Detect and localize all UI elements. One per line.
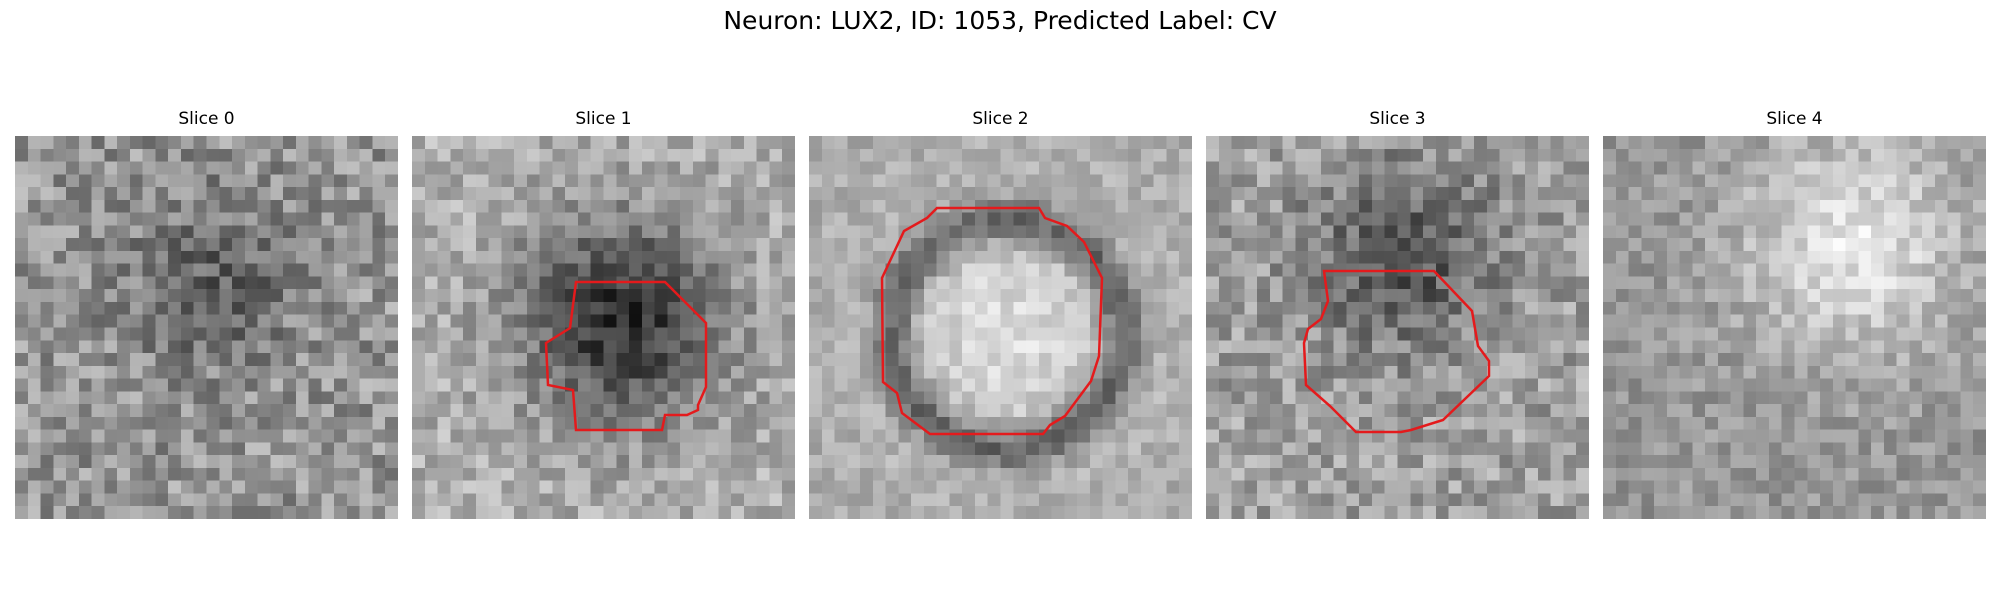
slice-panel-0: Slice 0 [15, 108, 398, 519]
slice-image-pixels [1603, 136, 1986, 519]
slice-image [1603, 136, 1986, 519]
slice-image [15, 136, 398, 519]
slice-panel-1: Slice 1 [412, 108, 795, 519]
slice-title: Slice 2 [972, 109, 1029, 129]
slice-panel-2: Slice 2 [809, 108, 1192, 519]
figure-title: Neuron: LUX2, ID: 1053, Predicted Label:… [723, 6, 1277, 35]
slice-title: Slice 1 [575, 109, 632, 129]
slice-image-pixels [15, 136, 398, 519]
slice-image [412, 136, 795, 519]
slice-panel-3: Slice 3 [1206, 108, 1589, 519]
slice-image-pixels [412, 136, 795, 519]
slice-title: Slice 4 [1766, 109, 1823, 129]
slice-title: Slice 3 [1369, 109, 1426, 129]
segmentation-contour [880, 206, 1104, 436]
slice-image [809, 136, 1192, 519]
segmentation-contour [1302, 269, 1491, 434]
slice-panel-4: Slice 4 [1603, 108, 1986, 519]
slice-title: Slice 0 [178, 109, 235, 129]
slice-image [1206, 136, 1589, 519]
slice-image-pixels [809, 136, 1192, 519]
slice-image-pixels [1206, 136, 1589, 519]
segmentation-contour [544, 280, 708, 432]
